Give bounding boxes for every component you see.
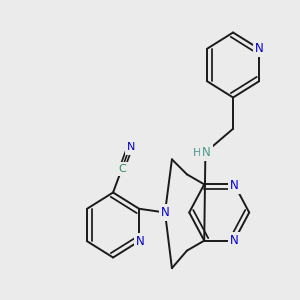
Text: N: N: [202, 146, 211, 159]
Text: C: C: [118, 164, 126, 174]
Text: N: N: [128, 142, 136, 152]
Text: N: N: [160, 206, 169, 219]
Text: H: H: [193, 148, 202, 158]
Text: N: N: [230, 234, 239, 247]
Text: N: N: [136, 235, 145, 248]
Text: N: N: [230, 179, 239, 192]
Text: N: N: [255, 42, 263, 55]
